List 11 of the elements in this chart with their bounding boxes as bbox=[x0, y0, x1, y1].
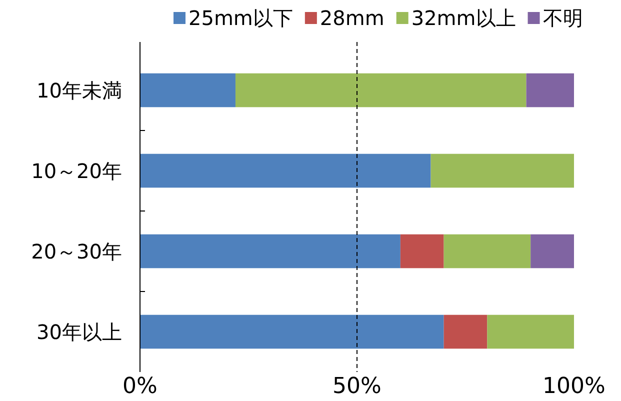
x-tick-label: 0% bbox=[122, 374, 158, 399]
legend-label: 32mm以上 bbox=[411, 6, 516, 30]
legend-label: 不明 bbox=[542, 6, 583, 30]
y-tick-label: 30年以上 bbox=[36, 320, 122, 344]
y-tick-label: 10年未満 bbox=[36, 78, 122, 102]
legend-label: 25mm以下 bbox=[188, 6, 293, 30]
x-tick-label: 50% bbox=[332, 374, 382, 399]
x-tick-label: 100% bbox=[542, 374, 606, 399]
y-tick-label: 10～20年 bbox=[31, 158, 122, 183]
y-tick-label: 20～30年 bbox=[31, 239, 122, 264]
legend-label: 28mm bbox=[320, 6, 384, 30]
